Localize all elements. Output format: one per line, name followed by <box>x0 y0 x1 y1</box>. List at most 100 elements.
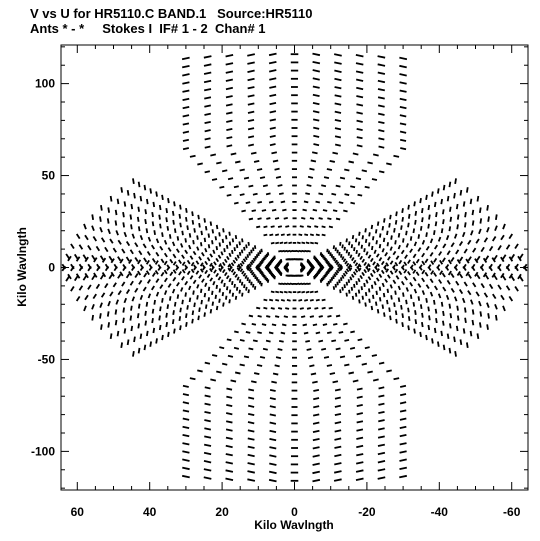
uv-point <box>75 256 81 262</box>
uv-point <box>231 292 235 297</box>
uv-point <box>198 222 201 228</box>
uv-point <box>478 207 482 214</box>
uv-point <box>355 461 364 465</box>
uv-point <box>375 253 380 258</box>
uv-point <box>159 245 164 251</box>
uv-point <box>463 248 468 254</box>
uv-point <box>123 201 127 207</box>
uv-point <box>356 86 364 91</box>
uv-point <box>185 207 188 213</box>
uv-point <box>334 445 342 449</box>
uv-point <box>247 470 256 474</box>
uv-point <box>446 195 450 202</box>
uv-point <box>181 299 184 305</box>
uv-point <box>370 284 374 289</box>
uv-point <box>182 458 190 462</box>
uv-point <box>291 389 298 392</box>
uv-point <box>291 373 298 376</box>
uv-point <box>182 147 190 151</box>
uv-point <box>203 63 212 67</box>
uv-point <box>380 269 385 275</box>
uv-point <box>334 453 342 458</box>
uv-point <box>296 241 301 245</box>
uv-point <box>413 328 416 334</box>
uv-point <box>399 425 407 429</box>
uv-point <box>389 214 392 220</box>
uv-point <box>383 266 387 271</box>
uv-point <box>247 118 255 123</box>
uv-point <box>313 134 320 138</box>
uv-point <box>389 270 394 275</box>
uv-point <box>400 147 407 151</box>
uv-point <box>421 321 424 328</box>
uv-point <box>387 256 391 261</box>
uv-point <box>327 280 331 285</box>
uv-point <box>333 478 342 482</box>
uv-point <box>398 270 403 276</box>
uv-point <box>214 236 218 241</box>
uv-point <box>209 277 214 282</box>
uv-point <box>248 267 252 272</box>
uv-point <box>372 261 376 266</box>
uv-point <box>173 328 176 334</box>
uv-point <box>269 102 277 106</box>
uv-point <box>435 317 438 324</box>
uv-point <box>215 224 219 230</box>
uv-point <box>269 93 277 97</box>
uv-point <box>269 126 276 130</box>
uv-point <box>167 197 170 204</box>
uv-point <box>236 254 240 259</box>
uv-point <box>364 346 370 350</box>
uv-point <box>469 198 473 205</box>
uv-point <box>482 257 488 263</box>
uv-point <box>232 259 237 264</box>
uv-point <box>514 286 519 292</box>
uv-point <box>204 129 211 133</box>
uv-point <box>465 271 470 277</box>
uv-point <box>196 295 199 300</box>
uv-point <box>268 69 277 73</box>
uv-point <box>271 151 278 155</box>
uv-point <box>129 249 134 255</box>
uv-point <box>326 364 333 367</box>
uv-point <box>91 314 95 321</box>
uv-point <box>291 406 298 408</box>
uv-point <box>440 330 443 337</box>
uv-point <box>357 252 361 257</box>
uv-point <box>424 271 429 277</box>
uv-point <box>204 112 212 116</box>
uv-point <box>502 305 506 312</box>
uv-point <box>433 272 438 277</box>
uv-point <box>450 242 455 248</box>
uv-point <box>109 195 113 202</box>
uv-point <box>192 290 195 295</box>
uv-point <box>514 243 519 250</box>
uv-point <box>339 176 346 180</box>
uv-point <box>465 187 469 193</box>
uv-point <box>203 460 212 464</box>
uv-point <box>484 255 490 261</box>
uv-point <box>310 159 317 163</box>
uv-point <box>204 435 212 439</box>
uv-point <box>191 310 195 316</box>
uv-point <box>269 405 276 409</box>
uv-point <box>204 304 208 309</box>
uv-point <box>332 255 335 260</box>
y-tick-label: 100 <box>35 77 55 91</box>
uv-point <box>336 281 339 286</box>
uv-point <box>192 239 195 245</box>
uv-point <box>458 240 464 247</box>
uv-point <box>519 253 524 260</box>
uv-point <box>402 238 405 243</box>
uv-point <box>397 285 401 291</box>
uv-point <box>204 170 211 174</box>
uv-point <box>206 273 211 278</box>
uv-point <box>306 307 312 310</box>
uv-point <box>347 266 351 270</box>
uv-point <box>273 275 276 280</box>
uv-point <box>182 434 190 438</box>
uv-point <box>137 270 142 276</box>
uv-point <box>278 339 284 343</box>
uv-point <box>356 387 363 391</box>
uv-point <box>400 249 405 255</box>
